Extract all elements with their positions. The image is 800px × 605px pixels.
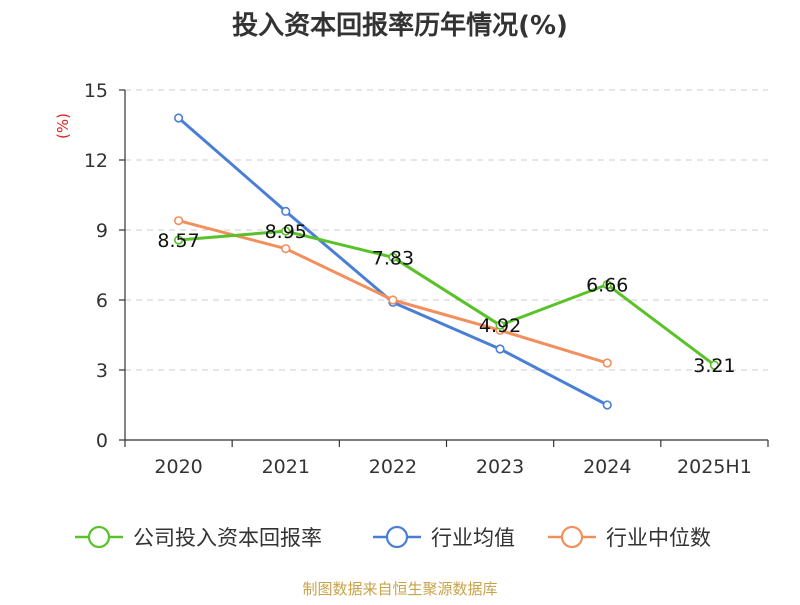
x-tick-label: 2021 — [262, 456, 310, 478]
data-point — [709, 360, 720, 370]
legend-marker — [560, 525, 584, 549]
data-point — [281, 206, 291, 216]
y-tick-label: 15 — [84, 80, 108, 102]
y-tick-label: 12 — [84, 150, 108, 172]
data-point — [495, 344, 505, 354]
chart-title: 投入资本回报率历年情况(%) — [232, 10, 568, 41]
series-line — [178, 229, 716, 367]
y-tick-label: 9 — [96, 220, 108, 242]
source-note: 制图数据来自恒生聚源数据库 — [302, 580, 497, 598]
data-point — [388, 295, 398, 305]
data-point — [602, 400, 612, 410]
legend-label: 行业均值 — [431, 526, 515, 550]
legend-marker — [385, 525, 409, 549]
y-tick-label: 0 — [96, 430, 108, 452]
data-point — [173, 235, 184, 245]
data-point — [602, 358, 612, 368]
data-point — [602, 280, 612, 290]
data-point — [388, 252, 398, 262]
series-line — [178, 219, 608, 365]
axis-layer: 0 3 6 9 12 15 2020 2021 2022 2023 2024 2025H1 — [84, 80, 769, 478]
x-tick-label: 2025H1 — [677, 456, 752, 478]
data-label: 8.57 — [157, 230, 199, 252]
grid-layer — [125, 89, 768, 371]
y-tick-label: 6 — [96, 290, 108, 312]
data-label: 3.21 — [693, 355, 735, 377]
data-label: 7.83 — [372, 247, 414, 269]
label-layer: 8.57 8.95 7.83 4.92 6.66 3.21 — [157, 221, 735, 377]
legend-label: 公司投入资本回报率 — [133, 526, 322, 550]
y-axis-unit-label: (%) — [54, 113, 72, 139]
x-tick-label: 2020 — [154, 456, 202, 478]
data-label: 4.92 — [479, 315, 521, 337]
x-tick-label: 2024 — [583, 456, 631, 478]
data-point — [281, 226, 291, 236]
y-tick-label: 3 — [96, 360, 108, 382]
data-point — [173, 113, 184, 123]
data-point — [173, 216, 184, 226]
x-tick-label: 2022 — [369, 456, 417, 478]
x-tick-label: 2023 — [476, 456, 524, 478]
legend-marker — [87, 525, 111, 549]
data-label: 8.95 — [265, 221, 307, 243]
data-label: 6.66 — [586, 275, 628, 297]
data-point — [495, 320, 505, 330]
data-point — [281, 244, 291, 254]
legend-label: 行业中位数 — [606, 526, 711, 550]
series-layer — [173, 113, 720, 410]
legend: 公司投入资本回报率 行业均值 行业中位数 — [75, 525, 711, 550]
